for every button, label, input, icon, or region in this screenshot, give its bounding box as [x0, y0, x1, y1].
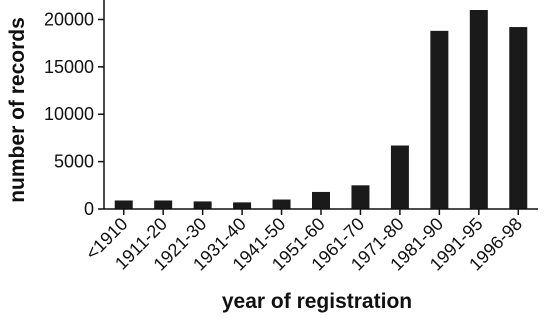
bar — [509, 27, 528, 209]
y-tick-label: 15000 — [44, 57, 94, 77]
bar — [351, 185, 370, 209]
y-tick-label: 10000 — [44, 104, 94, 124]
bar — [312, 191, 330, 209]
bar — [114, 200, 133, 209]
y-ticks: 0 5000 10000 15000 20000 — [44, 9, 104, 219]
y-axis-title: number of records — [6, 17, 29, 203]
x-axis-title: year of registration — [222, 290, 412, 313]
bar — [233, 202, 252, 209]
bar — [154, 200, 173, 209]
x-ticks: <19101911-201921-301931-401941-501951-60… — [82, 209, 526, 275]
bar — [469, 10, 488, 209]
y-tick-label: 20000 — [44, 9, 94, 29]
bar — [193, 201, 212, 209]
bar — [390, 145, 409, 209]
y-tick-label: 5000 — [54, 152, 94, 172]
bars-layer — [114, 10, 528, 209]
bar — [272, 199, 291, 209]
y-tick-label: 0 — [84, 199, 94, 219]
bar — [430, 30, 449, 209]
